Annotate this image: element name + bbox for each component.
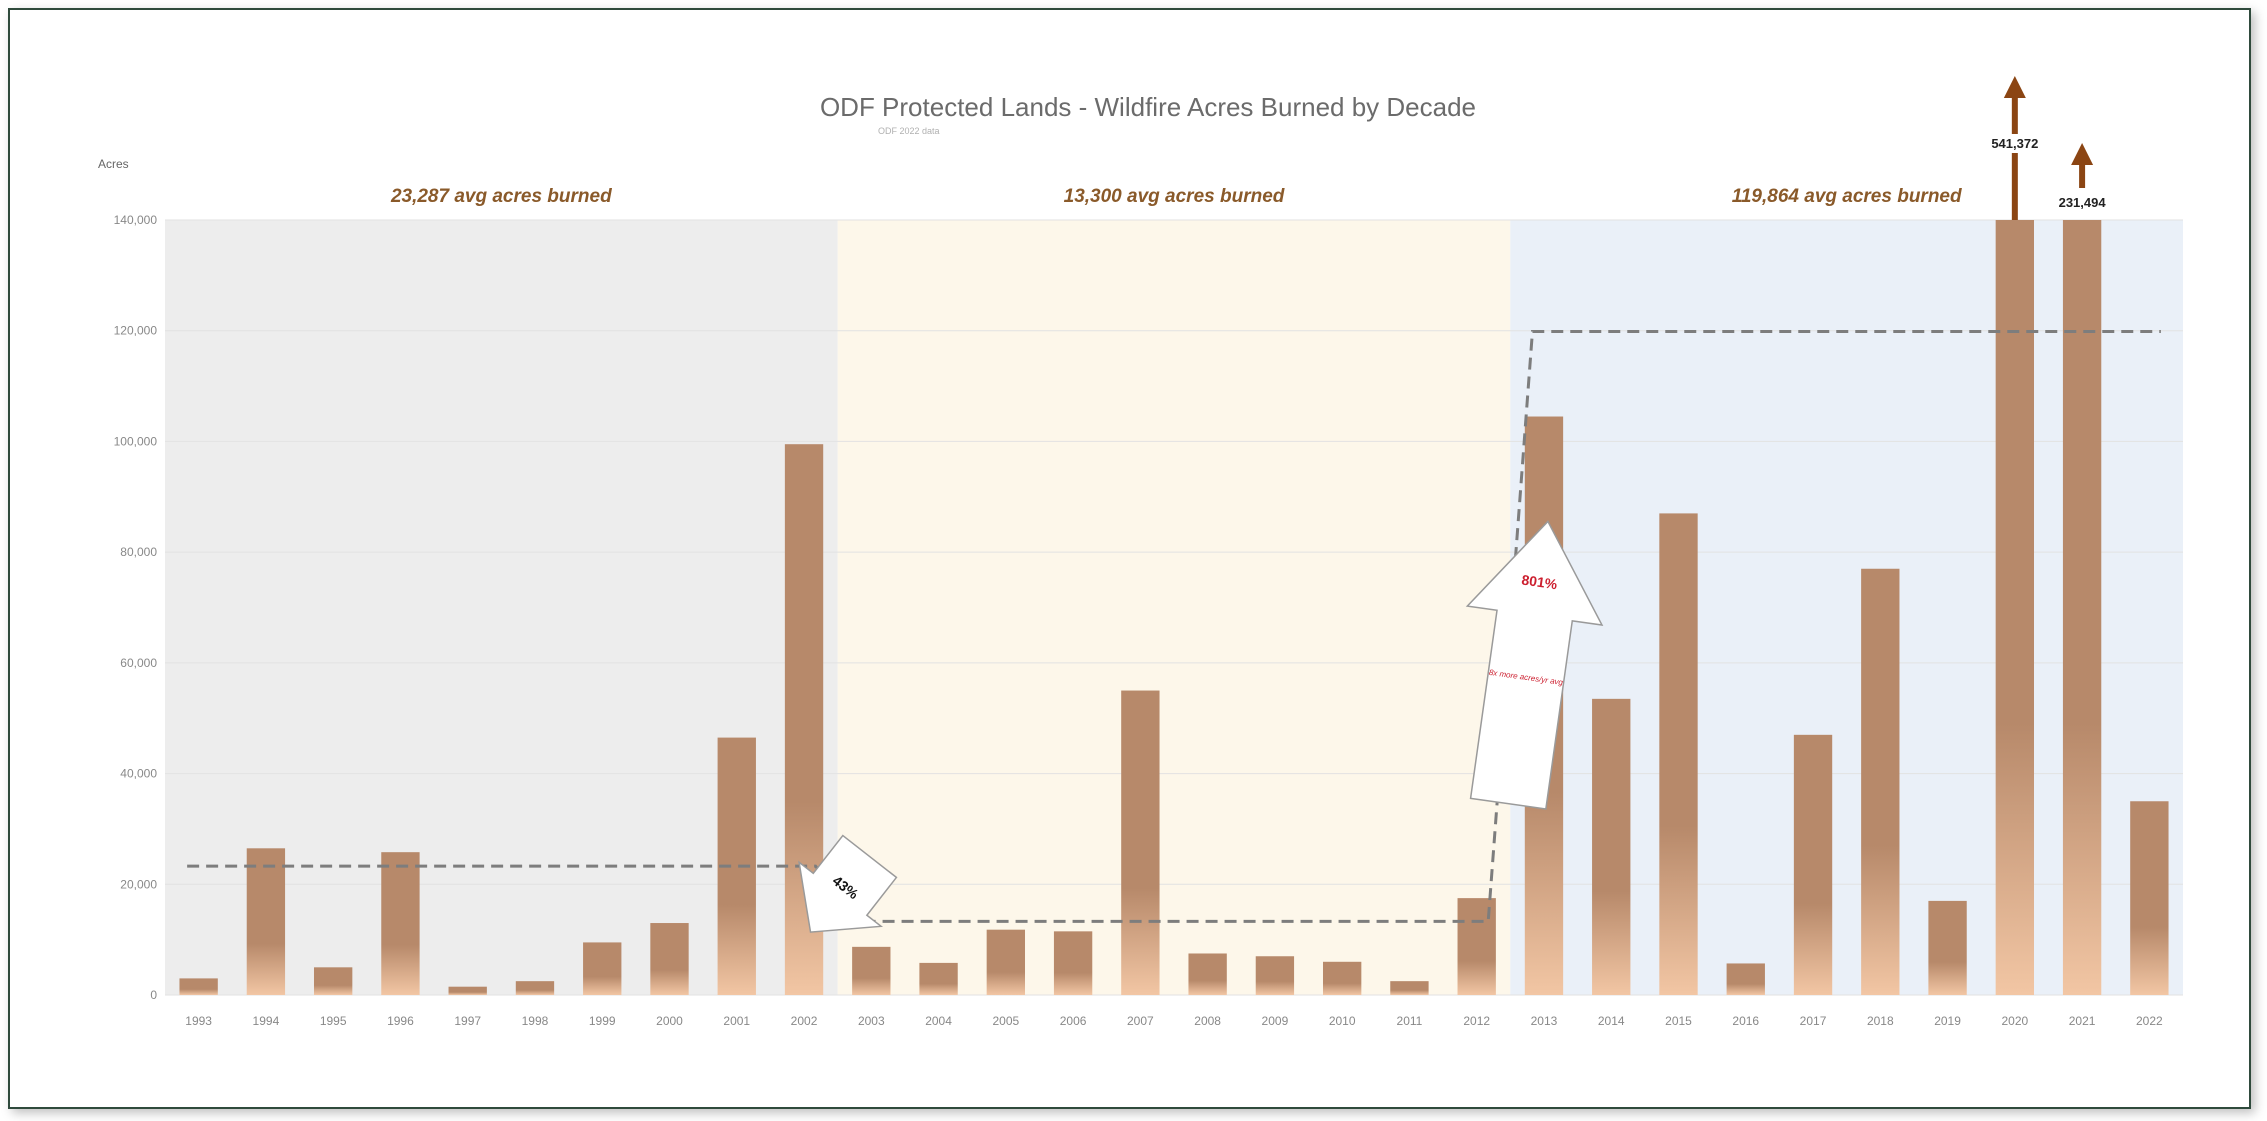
x-tick-2006: 2006 (1060, 1014, 1087, 1028)
x-tick-2020: 2020 (2001, 1014, 2028, 1028)
y-tick-40000: 40,000 (120, 767, 157, 781)
bar-2021 (2062, 220, 2102, 995)
increase-arrow: 801%8x more acres/yr avg (1465, 520, 1604, 810)
chart-subtitle: ODF 2022 data (878, 126, 940, 136)
x-tick-2013: 2013 (1531, 1014, 1558, 1028)
overflow-label-bg-2020 (1983, 134, 2046, 153)
decade-avg-label-2: 13,300 avg acres burned (1064, 186, 1285, 207)
x-tick-2014: 2014 (1598, 1014, 1625, 1028)
x-tick-2019: 2019 (1934, 1014, 1961, 1028)
increase-arrow-shape (1465, 520, 1604, 810)
overflow-label-2021: 231,494 (2059, 195, 2107, 210)
x-tick-2003: 2003 (858, 1014, 885, 1028)
bar-2011 (1390, 981, 1429, 995)
bar-2014 (1592, 698, 1631, 995)
overflow-arrow-head-2020 (2003, 76, 2026, 98)
y-tick-0: 0 (150, 988, 157, 1002)
overflow-arrow-shaft-2020 (2011, 98, 2018, 220)
decade-avg-label-3: 119,864 avg acres burned (1732, 186, 1962, 207)
overflow-arrow-shaft-2021 (2079, 165, 2086, 188)
bar-2006 (1053, 931, 1093, 995)
bar-1993 (179, 978, 218, 995)
bar-2017 (1793, 734, 1833, 995)
x-tick-2005: 2005 (992, 1014, 1019, 1028)
bar-1998 (515, 981, 555, 995)
bar-2005 (986, 929, 1026, 995)
bar-2004 (919, 962, 958, 995)
bar-2020 (1995, 220, 2035, 995)
x-tick-2008: 2008 (1194, 1014, 1221, 1028)
x-tick-1997: 1997 (454, 1014, 481, 1028)
x-tick-labels: 1993 1994 1995 1996 1997 1998 1999 2000 2001 2002… (185, 1014, 2163, 1028)
x-tick-2017: 2017 (1800, 1014, 1827, 1028)
x-tick-1999: 1999 (589, 1014, 616, 1028)
x-tick-2002: 2002 (791, 1014, 818, 1028)
average-lines (187, 329, 2161, 923)
x-tick-2009: 2009 (1262, 1014, 1289, 1028)
bar-1994 (246, 848, 286, 995)
y-tick-20000: 20,000 (120, 877, 157, 891)
x-tick-2015: 2015 (1665, 1014, 1692, 1028)
y-tick-80000: 80,000 (120, 545, 157, 559)
bar-2010 (1322, 961, 1362, 995)
bar-1995 (313, 967, 353, 995)
bar-1999 (583, 942, 622, 995)
x-tick-2011: 2011 (1397, 1014, 1423, 1028)
annotations: 23,287 avg acres burned 13,300 avg acres … (390, 76, 2114, 933)
x-tick-2022: 2022 (2136, 1014, 2163, 1028)
overflow-label-2020: 541,372 (1991, 136, 2038, 151)
bar-1996 (381, 852, 420, 995)
x-tick-2007: 2007 (1127, 1014, 1154, 1028)
y-tick-120000: 120,000 (114, 324, 158, 338)
overflow-arrow-head-2021 (2071, 143, 2094, 165)
y-tick-60000: 60,000 (120, 656, 157, 670)
x-tick-2000: 2000 (656, 1014, 683, 1028)
x-tick-2021: 2021 (2069, 1014, 2096, 1028)
bar-2019 (1928, 900, 1967, 995)
chart-title: ODF Protected Lands - Wildfire Acres Bur… (820, 92, 1476, 122)
x-tick-2016: 2016 (1732, 1014, 1759, 1028)
bar-2018 (1861, 568, 1900, 995)
x-tick-1994: 1994 (253, 1014, 280, 1028)
bar-2008 (1188, 953, 1227, 995)
decrease-arrow-shape (798, 834, 898, 933)
decade-band-2 (837, 220, 1511, 995)
chart-svg: 0 20,000 40,000 60,000 80,000 100,000 120,000 1… (98, 76, 2183, 1028)
bar-2009 (1255, 956, 1295, 995)
decrease-arrow: 43% (798, 834, 898, 933)
x-tick-2004: 2004 (925, 1014, 952, 1028)
y-tick-labels: 0 20,000 40,000 60,000 80,000 100,000 120,000 1… (114, 213, 158, 1002)
overflow-label-bg-2021 (2051, 193, 2114, 212)
bar-2016 (1726, 963, 1765, 995)
x-tick-1996: 1996 (387, 1014, 414, 1028)
average-line (187, 329, 2161, 923)
gridlines (165, 219, 2183, 996)
x-tick-2001: 2001 (723, 1014, 750, 1028)
bar-2022 (2130, 801, 2169, 995)
increase-pct-label: 801% (1521, 571, 1559, 592)
x-tick-2010: 2010 (1329, 1014, 1356, 1028)
bar-2015 (1659, 513, 1698, 995)
x-tick-2018: 2018 (1867, 1014, 1894, 1028)
y-axis-label: Acres (98, 157, 129, 171)
x-tick-1998: 1998 (522, 1014, 549, 1028)
x-tick-2012: 2012 (1463, 1014, 1490, 1028)
y-tick-100000: 100,000 (114, 434, 158, 448)
chart-frame: 0 20,000 40,000 60,000 80,000 100,000 120,000 1… (8, 8, 2251, 1109)
y-tick-140000: 140,000 (114, 213, 158, 227)
bar-2003 (852, 946, 891, 995)
decade-avg-label-1: 23,287 avg acres burned (390, 186, 612, 207)
bars (179, 220, 2169, 996)
x-tick-1995: 1995 (320, 1014, 347, 1028)
bar-2007 (1121, 690, 1160, 995)
bar-2000 (650, 923, 689, 995)
bar-1997 (448, 986, 487, 995)
x-tick-1993: 1993 (185, 1014, 212, 1028)
